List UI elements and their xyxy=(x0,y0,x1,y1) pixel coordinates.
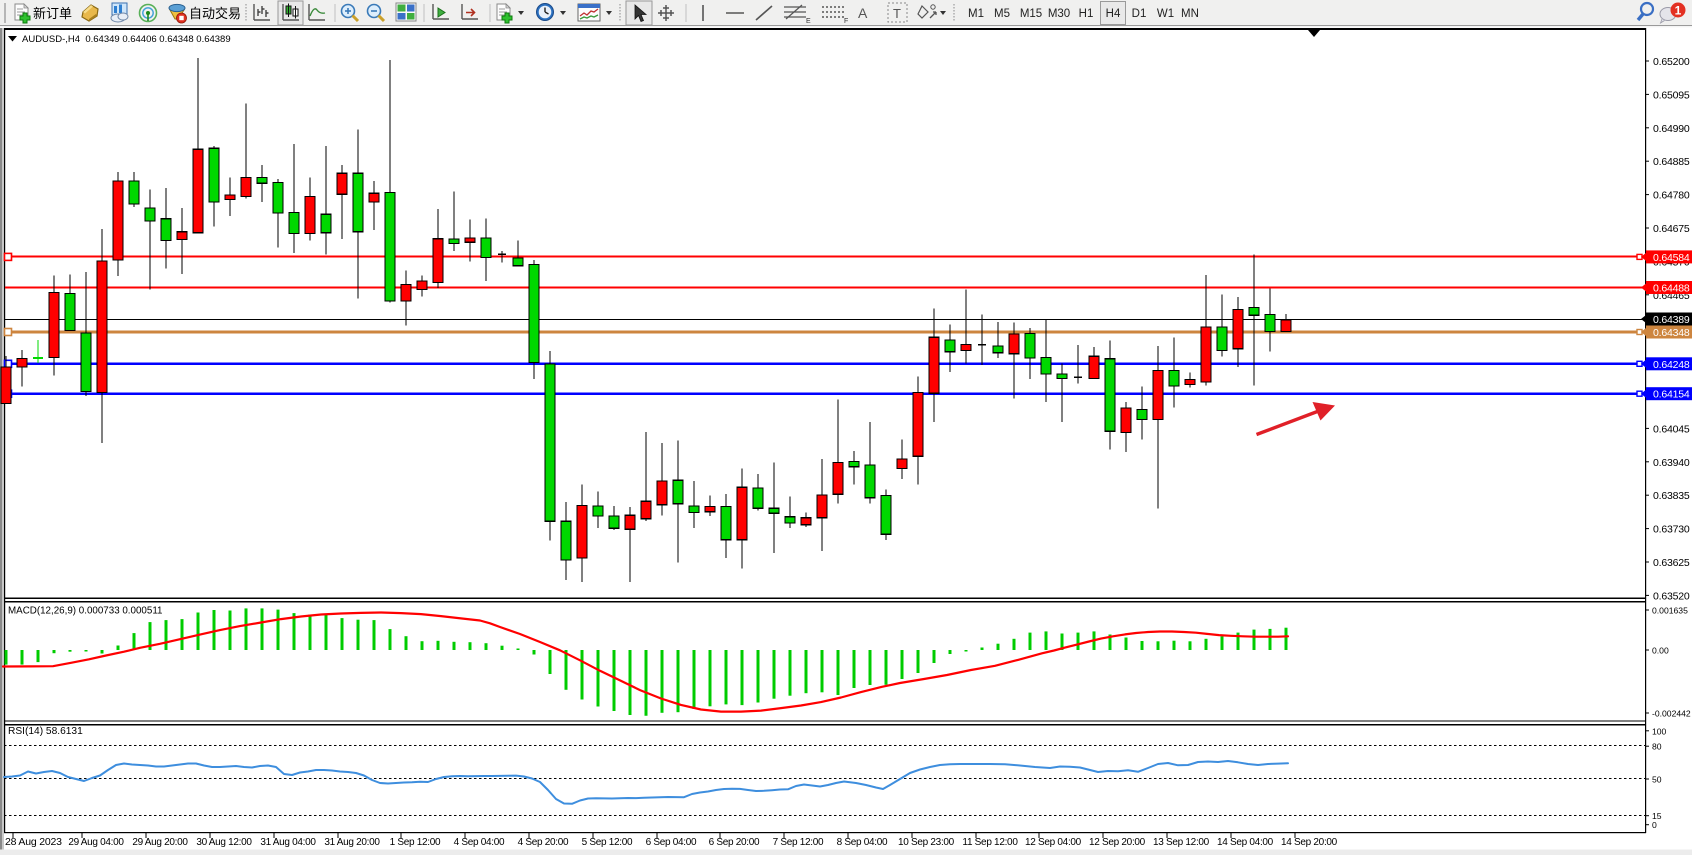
svg-text:T: T xyxy=(893,6,901,21)
svg-text:4 Sep 04:00: 4 Sep 04:00 xyxy=(454,837,505,848)
svg-text:0.64045: 0.64045 xyxy=(1653,423,1690,435)
svg-text:H4: H4 xyxy=(1106,8,1121,20)
svg-text:12 Sep 04:00: 12 Sep 04:00 xyxy=(1025,837,1082,848)
svg-text:M15: M15 xyxy=(1020,8,1042,20)
svg-text:F: F xyxy=(844,18,848,25)
svg-text:29 Aug 20:00: 29 Aug 20:00 xyxy=(132,837,188,848)
svg-text:RSI(14) 58.6131: RSI(14) 58.6131 xyxy=(8,726,83,737)
svg-text:E: E xyxy=(806,18,811,25)
svg-text:0.64885: 0.64885 xyxy=(1653,156,1690,168)
svg-text:0: 0 xyxy=(1652,820,1657,830)
svg-text:4 Sep 20:00: 4 Sep 20:00 xyxy=(518,837,569,848)
svg-text:12 Sep 20:00: 12 Sep 20:00 xyxy=(1089,837,1146,848)
svg-text:31 Aug 04:00: 31 Aug 04:00 xyxy=(260,837,316,848)
svg-text:0.63730: 0.63730 xyxy=(1653,524,1690,536)
svg-text:80: 80 xyxy=(1652,742,1662,752)
svg-text:0.64780: 0.64780 xyxy=(1653,190,1690,202)
svg-text:-0.002442: -0.002442 xyxy=(1652,709,1691,719)
svg-text:0.001635: 0.001635 xyxy=(1652,606,1688,616)
svg-text:新订单: 新订单 xyxy=(33,6,72,21)
svg-text:D1: D1 xyxy=(1132,8,1147,20)
svg-text:0.63520: 0.63520 xyxy=(1653,590,1690,602)
svg-text:7 Sep 12:00: 7 Sep 12:00 xyxy=(773,837,824,848)
svg-text:31 Aug 20:00: 31 Aug 20:00 xyxy=(324,837,380,848)
svg-text:11 Sep 12:00: 11 Sep 12:00 xyxy=(962,837,1018,848)
svg-text:0.64675: 0.64675 xyxy=(1653,223,1690,235)
svg-text:0.64488: 0.64488 xyxy=(1653,283,1690,295)
svg-text:1: 1 xyxy=(1675,4,1682,18)
svg-text:M30: M30 xyxy=(1048,8,1070,20)
svg-text:0.63625: 0.63625 xyxy=(1653,557,1690,569)
svg-text:0.64389: 0.64389 xyxy=(1653,314,1690,326)
svg-text:0.63835: 0.63835 xyxy=(1653,490,1690,502)
svg-text:0.65200: 0.65200 xyxy=(1653,56,1690,68)
svg-text:自动交易: 自动交易 xyxy=(189,6,241,21)
svg-text:0.64348: 0.64348 xyxy=(1653,327,1690,339)
svg-text:W1: W1 xyxy=(1157,8,1174,20)
svg-text:M1: M1 xyxy=(968,8,984,20)
svg-text:29 Aug 04:00: 29 Aug 04:00 xyxy=(68,837,124,848)
svg-text:A: A xyxy=(858,5,868,21)
svg-text:1 Sep 12:00: 1 Sep 12:00 xyxy=(390,837,441,848)
svg-text:5 Sep 12:00: 5 Sep 12:00 xyxy=(582,837,633,848)
svg-text:8 Sep 04:00: 8 Sep 04:00 xyxy=(837,837,888,848)
svg-text:50: 50 xyxy=(1652,775,1662,785)
svg-text:15: 15 xyxy=(1652,811,1662,821)
svg-text:AUDUSD-,H4 0.64349 0.64406 0.: AUDUSD-,H4 0.64349 0.64406 0.64348 0.643… xyxy=(22,34,231,45)
svg-text:28 Aug 2023: 28 Aug 2023 xyxy=(5,836,62,848)
svg-text:0.65095: 0.65095 xyxy=(1653,89,1690,101)
svg-text:10 Sep 23:00: 10 Sep 23:00 xyxy=(898,837,955,848)
svg-text:0.63940: 0.63940 xyxy=(1653,457,1690,469)
svg-text:H1: H1 xyxy=(1079,8,1094,20)
svg-text:0.64248: 0.64248 xyxy=(1653,359,1690,371)
svg-text:0.64584: 0.64584 xyxy=(1653,252,1690,264)
svg-text:13 Sep 12:00: 13 Sep 12:00 xyxy=(1153,837,1210,848)
svg-text:0.64154: 0.64154 xyxy=(1653,389,1690,401)
svg-text:6 Sep 20:00: 6 Sep 20:00 xyxy=(709,837,760,848)
svg-text:0.64990: 0.64990 xyxy=(1653,123,1690,135)
svg-text:M5: M5 xyxy=(994,8,1010,20)
svg-text:MACD(12,26,9) 0.000733 0.00051: MACD(12,26,9) 0.000733 0.000511 xyxy=(8,606,163,617)
svg-text:MN: MN xyxy=(1181,8,1199,20)
svg-text:14 Sep 20:00: 14 Sep 20:00 xyxy=(1281,837,1338,848)
svg-text:6 Sep 04:00: 6 Sep 04:00 xyxy=(646,837,697,848)
svg-text:0.00: 0.00 xyxy=(1652,646,1669,656)
svg-text:30 Aug 12:00: 30 Aug 12:00 xyxy=(196,837,252,848)
svg-text:14 Sep 04:00: 14 Sep 04:00 xyxy=(1217,837,1274,848)
svg-text:100: 100 xyxy=(1652,726,1667,736)
